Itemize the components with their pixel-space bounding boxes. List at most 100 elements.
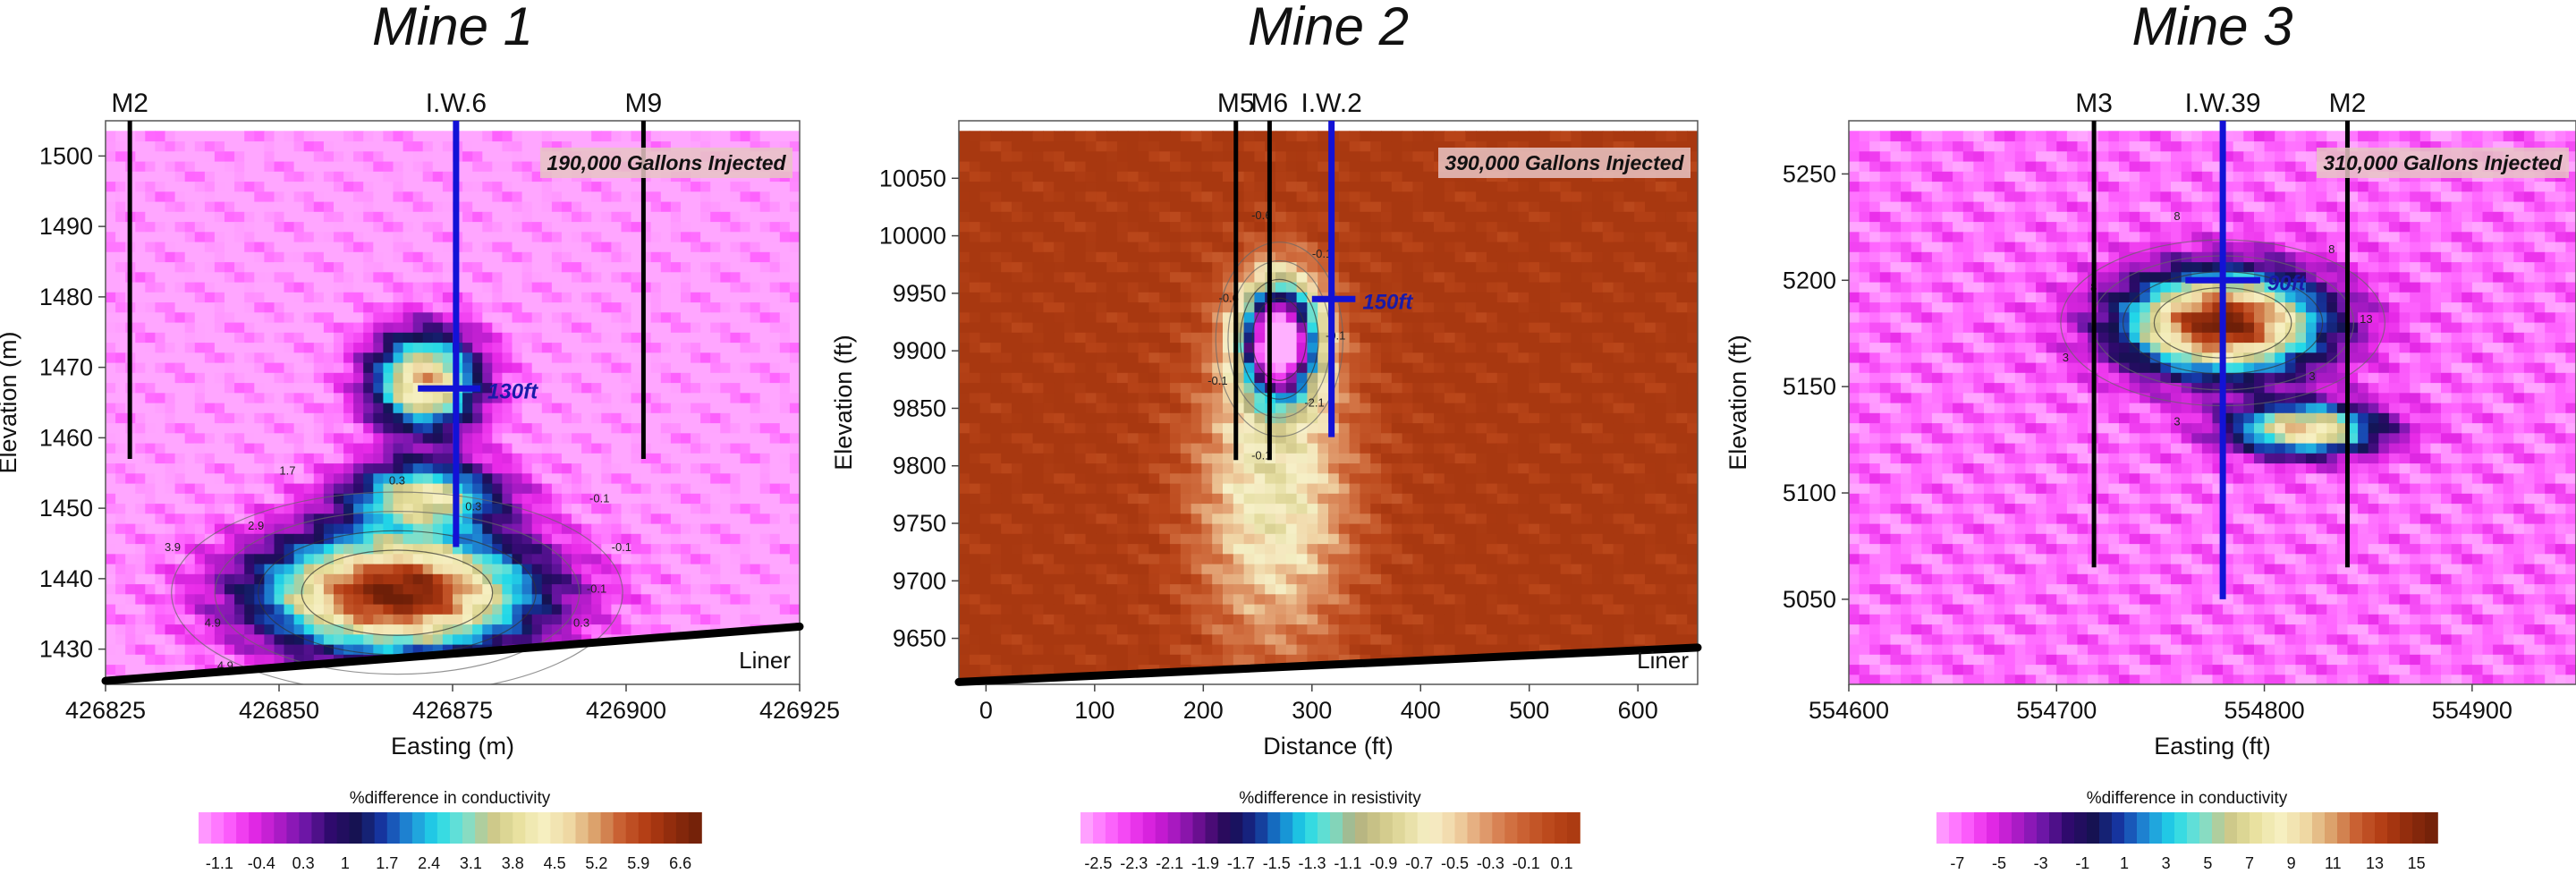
well-label: M6 (1251, 89, 1289, 118)
colorbar (199, 812, 702, 844)
chart-title: Mine 3 (2131, 0, 2292, 56)
colorbar-tick-label: 15 (2408, 854, 2426, 872)
colorbar-swatch (1379, 812, 1394, 844)
liner-line (101, 622, 804, 685)
contour-label: 4.9 (205, 616, 221, 630)
colorbar-swatch (1280, 812, 1293, 844)
colorbar-swatch (1492, 812, 1506, 844)
x-tick-label: 426850 (239, 697, 319, 724)
colorbar-swatch (286, 812, 301, 844)
colorbar-swatch (2425, 812, 2438, 844)
contour-line (1251, 297, 1308, 381)
colorbar-swatch (311, 812, 326, 844)
x-tick-label: 554700 (2016, 697, 2097, 724)
colorbar-tick-label: -2.3 (1120, 854, 1148, 872)
colorbar-swatch (1242, 812, 1257, 844)
colorbar-swatch (1467, 812, 1481, 844)
colorbar-swatch (1367, 812, 1381, 844)
x-axis-label: Easting (m) (391, 733, 514, 759)
x-tick-label: 554600 (1809, 697, 1889, 724)
colorbar-swatch (1267, 812, 1282, 844)
colorbar-swatch (1080, 812, 1094, 844)
colorbar-tick-label: -1.9 (1191, 854, 1219, 872)
colorbar-swatch (462, 812, 476, 844)
colorbar-swatch (236, 812, 250, 844)
colorbar-swatch (1305, 812, 1318, 844)
colorbar-swatch (550, 812, 564, 844)
colorbar-tick-label: 3 (2162, 854, 2171, 872)
colorbar-swatch (2300, 812, 2313, 844)
liner-line (954, 643, 1702, 686)
x-axis-label: Distance (ft) (1263, 733, 1394, 759)
colorbar-tick-label: 0.3 (292, 854, 315, 872)
y-tick-label: 1480 (39, 284, 93, 310)
colorbar-tick-label: -5 (1992, 854, 2006, 872)
colorbar-swatch (600, 812, 614, 844)
colorbar-swatch (1343, 812, 1356, 844)
chart-title: Mine 1 (372, 0, 533, 56)
y-axis-label: Elevation (ft) (1724, 335, 1751, 471)
colorbar-swatch (663, 812, 677, 844)
colorbar-swatch (1442, 812, 1456, 844)
colorbar-swatch (575, 812, 589, 844)
y-tick-label: 5050 (1783, 586, 1836, 613)
radius-marker-label: 90ft (2267, 271, 2307, 295)
colorbar-swatch (2250, 812, 2263, 844)
colorbar-swatch (2149, 812, 2163, 844)
liner-label: Liner (739, 647, 791, 674)
annotation-box (2317, 148, 2569, 178)
colorbar-tick-label: 7 (2245, 854, 2254, 872)
colorbar-tick-label: 3.8 (502, 854, 524, 872)
colorbar-swatch (2049, 812, 2063, 844)
colorbar-swatch (2275, 812, 2288, 844)
contour-label: 3 (2309, 369, 2315, 383)
x-tick-label: 426825 (65, 697, 146, 724)
colorbar (1936, 812, 2438, 844)
colorbar-tick-label: 0.1 (1551, 854, 1573, 872)
colorbar-swatch (1987, 812, 2000, 844)
colorbar-swatch (1354, 812, 1368, 844)
radius-marker-label: 130ft (487, 379, 538, 403)
annotation-box (540, 148, 792, 178)
colorbar-tick-label: 5 (2203, 854, 2212, 872)
y-tick-label: 9750 (893, 510, 946, 537)
y-axis-label: Elevation (ft) (830, 335, 857, 471)
contour-line (214, 511, 580, 675)
contour-label: -0.1 (1312, 247, 1332, 260)
colorbar-tick-label: -0.3 (1477, 854, 1504, 872)
colorbar-swatch (361, 812, 376, 844)
y-tick-label: 10000 (879, 223, 946, 250)
colorbar-tick-label: -1 (2075, 854, 2089, 872)
y-tick-label: 1460 (39, 424, 93, 451)
colorbar-swatch (500, 812, 514, 844)
colorbar-swatch (2012, 812, 2025, 844)
y-tick-label: 9650 (893, 625, 946, 652)
y-tick-label: 9850 (893, 395, 946, 421)
colorbar-swatch (613, 812, 627, 844)
contour-label: -0.1 (1251, 449, 1271, 462)
colorbar-swatch (1180, 812, 1194, 844)
colorbar-tick-label: 3.1 (460, 854, 482, 872)
contour-label: -0.1 (1208, 374, 1227, 387)
colorbar-swatch (411, 812, 426, 844)
colorbar-swatch (2099, 812, 2113, 844)
x-tick-label: 300 (1292, 697, 1332, 724)
colorbar-swatch (1105, 812, 1119, 844)
colorbar-tick-label: 4.5 (544, 854, 566, 872)
colorbar-tick-label: -3 (2034, 854, 2048, 872)
colorbar-tick-label: -1.5 (1263, 854, 1291, 872)
colorbar-tick-label: -1.3 (1299, 854, 1326, 872)
x-tick-label: 426875 (412, 697, 493, 724)
x-tick-label: 554900 (2432, 697, 2512, 724)
colorbar-swatch (261, 812, 275, 844)
colorbar-swatch (2412, 812, 2426, 844)
colorbar-swatch (2262, 812, 2275, 844)
colorbar-swatch (688, 812, 702, 844)
colorbar-tick-label: 5.2 (585, 854, 607, 872)
x-tick-label: 0 (979, 697, 993, 724)
colorbar-swatch (386, 812, 401, 844)
well-label: M3 (2075, 89, 2113, 118)
colorbar-swatch (1205, 812, 1219, 844)
